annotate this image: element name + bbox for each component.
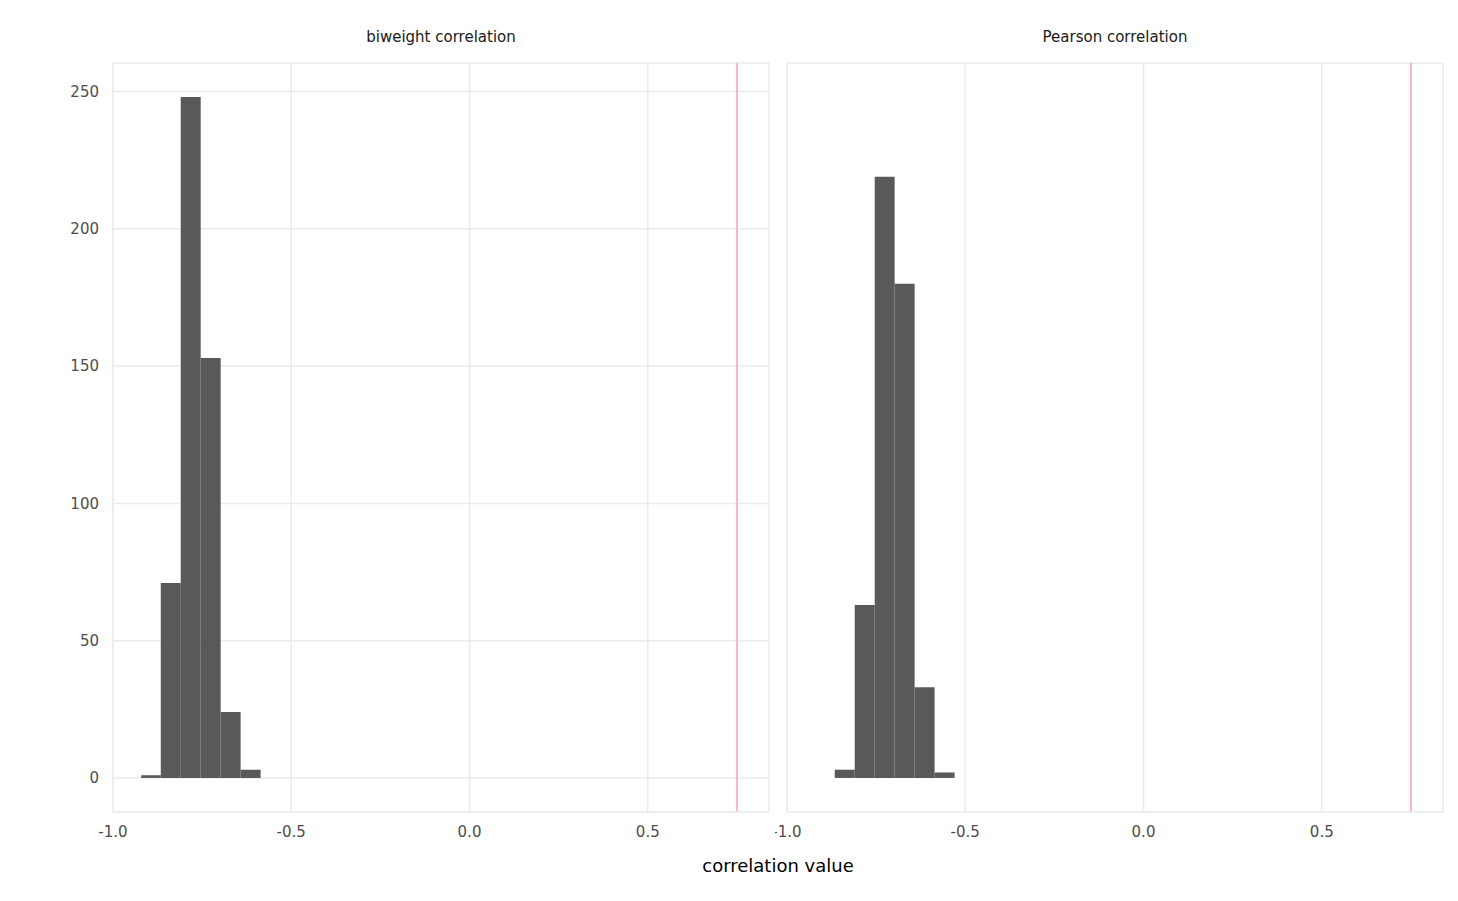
svg-text:-1.0: -1.0 — [98, 823, 127, 841]
svg-text:-1.0: -1.0 — [775, 823, 802, 841]
svg-text:-0.5: -0.5 — [951, 823, 980, 841]
svg-text:200: 200 — [70, 220, 99, 238]
html-text:biweight correlation: biweight correlation — [366, 28, 516, 46]
svg-text:100: 100 — [70, 495, 99, 513]
svg-text:150: 150 — [70, 357, 99, 375]
html-text:Pearson correlation: Pearson correlation — [1042, 28, 1188, 46]
svg-text:0.5: 0.5 — [1310, 823, 1334, 841]
html-text:correlation value: correlation value — [702, 855, 854, 876]
svg-text:-0.5: -0.5 — [277, 823, 306, 841]
svg-text:0.0: 0.0 — [1132, 823, 1156, 841]
svg-text:0.0: 0.0 — [458, 823, 482, 841]
svg-text:250: 250 — [70, 83, 99, 101]
svg-text:50: 50 — [80, 632, 99, 650]
svg-text:0.5: 0.5 — [636, 823, 660, 841]
svg-text:0: 0 — [89, 769, 99, 787]
